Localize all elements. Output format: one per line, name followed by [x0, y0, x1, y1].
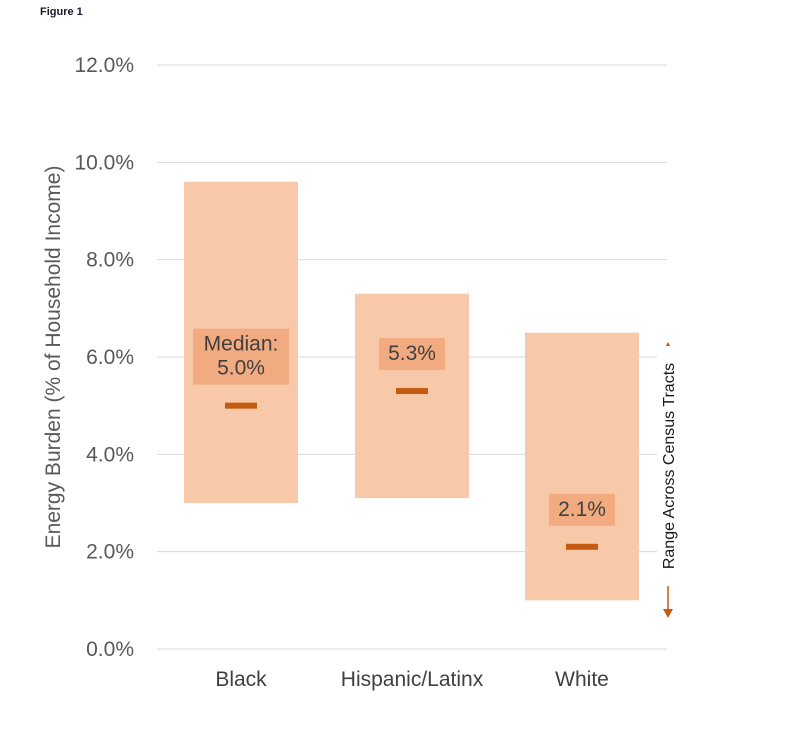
y-tick-label: 10.0% — [74, 151, 134, 174]
y-tick-label: 8.0% — [86, 249, 134, 272]
median-label: 2.1% — [558, 498, 606, 521]
median-label: Median: — [204, 333, 279, 356]
figure-label: Figure 1 — [40, 6, 83, 18]
range-bar — [355, 293, 469, 499]
y-axis-label: Energy Burden (% of Household Income) — [42, 166, 65, 549]
median-label-box — [549, 493, 615, 526]
y-tick-label: 6.0% — [86, 346, 134, 369]
y-tick-label: 0.0% — [86, 638, 134, 661]
x-category-label: White — [555, 668, 609, 691]
median-label-box — [193, 328, 289, 385]
x-category-label: Hispanic/Latinx — [341, 668, 484, 691]
median-label: 5.0% — [217, 357, 265, 380]
median-label: 5.3% — [388, 342, 436, 365]
y-tick-label: 12.0% — [74, 54, 134, 77]
range-annotation-label: Range Across Census Tracts — [661, 363, 678, 569]
range-bar — [525, 332, 639, 601]
median-marker — [225, 402, 257, 409]
median-label-box — [379, 338, 445, 371]
range-annotation-backdrop — [657, 346, 679, 586]
arrow-down-icon — [663, 609, 673, 618]
median-marker — [566, 543, 598, 550]
median-marker — [396, 388, 428, 395]
x-category-label: Black — [215, 668, 267, 691]
y-tick-label: 4.0% — [86, 443, 134, 466]
y-tick-label: 2.0% — [86, 541, 134, 564]
